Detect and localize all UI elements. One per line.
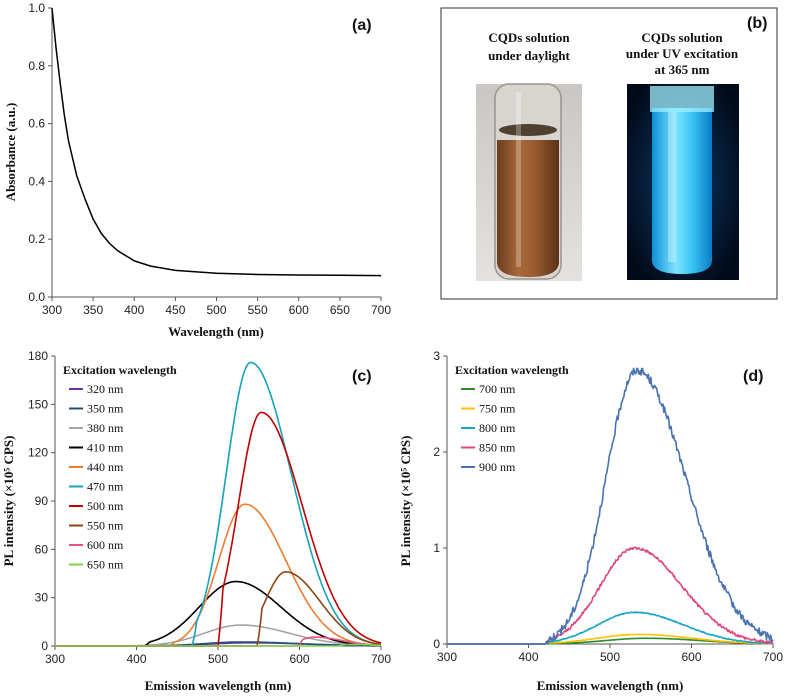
x-tick-label: 450 [165, 303, 185, 317]
y-tick-label: 0.0 [28, 290, 45, 304]
x-tick-label: 600 [289, 652, 309, 666]
left-caption-line-2: under daylight [488, 48, 570, 63]
legend-item-label: 470 nm [87, 480, 124, 494]
y-tick-label: 0.8 [28, 59, 45, 73]
y-tick-label: 0.6 [28, 117, 45, 131]
x-tick-label: 650 [330, 303, 350, 317]
panel-c-pl-chart: 300 400 500 600 700 0 30 60 90 120 150 180 Excitati… [1, 349, 391, 693]
x-tick-label: 600 [681, 650, 701, 664]
y-tick-label: 1.0 [28, 1, 45, 15]
glass-highlight [516, 92, 521, 267]
y-tick-label: 3 [433, 349, 440, 363]
meniscus [499, 124, 557, 136]
x-tick-label: 300 [437, 650, 457, 664]
panel-label: (b) [747, 15, 767, 32]
daylight-vial-photo [476, 83, 582, 281]
y-tick-label: 1 [433, 541, 440, 555]
right-caption-line-2: under UV excitation [626, 46, 739, 61]
x-tick-label: 300 [45, 652, 65, 666]
x-tick-label: 350 [83, 303, 103, 317]
panel-label: (a) [352, 17, 372, 34]
legend-item-label: 440 nm [87, 460, 124, 474]
y-tick-label: 60 [35, 542, 49, 556]
y-tick-label: 0.2 [28, 232, 45, 246]
right-caption-line-1: CQDs solution [641, 30, 723, 45]
uv-vial-photo [627, 84, 739, 280]
series-line-850-nm [447, 546, 774, 645]
panel-label: (c) [352, 368, 372, 385]
x-axis-label: Emission wavelength (nm) [537, 678, 684, 693]
x-tick-label: 500 [208, 652, 228, 666]
x-axis-label: Wavelength (nm) [168, 324, 264, 339]
x-tick-label: 400 [124, 303, 144, 317]
y-axis-label: PL intensity (×10⁵ CPS) [398, 436, 413, 567]
legend-item-label: 550 nm [87, 519, 124, 533]
legend-item-label: 800 nm [479, 421, 516, 435]
series-line-650-nm [55, 643, 381, 647]
y-tick-label: 0 [41, 639, 48, 653]
legend-title: Excitation wavelength [63, 363, 177, 377]
series-line-absorbance [51, 7, 382, 277]
panel-d-pl-chart: 300 400 500 600 700 0 1 2 3 Excitation wavelengt… [398, 349, 783, 693]
glass-highlight [668, 112, 676, 262]
y-tick-label: 180 [28, 349, 48, 363]
legend-title: Excitation wavelength [455, 363, 569, 377]
x-tick-label: 700 [371, 652, 391, 666]
left-caption-line-1: CQDs solution [488, 30, 570, 45]
y-axis-label: PL intensity (×10⁵ CPS) [1, 436, 16, 567]
x-tick-label: 600 [289, 303, 309, 317]
legend-item-label: 320 nm [87, 382, 124, 396]
fluorescent-solution [652, 108, 712, 274]
legend-item-label: 750 nm [479, 402, 516, 416]
panel-b-photo: (b) CQDs solution under daylight CQDs so… [440, 7, 778, 300]
brown-solution [497, 140, 559, 277]
legend-item-label: 850 nm [479, 441, 516, 455]
x-axis-label: Emission wavelength (nm) [145, 678, 292, 693]
panel-a-absorbance-chart: 300 350 400 450 500 550 600 650 700 0.0 0.2 0.4 0.6 0… [3, 1, 391, 339]
legend-item-label: 600 nm [87, 538, 124, 552]
y-tick-label: 0 [433, 637, 440, 651]
fluorescent-meniscus [650, 86, 714, 112]
panel-label: (d) [743, 368, 763, 385]
legend-item-label: 500 nm [87, 499, 124, 513]
x-tick-label: 700 [371, 303, 391, 317]
legend-item-label: 380 nm [87, 421, 124, 435]
y-tick-label: 2 [433, 445, 440, 459]
y-tick-label: 150 [28, 397, 48, 411]
series-line-900-nm [447, 367, 774, 645]
x-tick-label: 300 [42, 303, 62, 317]
legend-item-label: 350 nm [87, 402, 124, 416]
y-tick-label: 120 [28, 446, 48, 460]
y-tick-label: 0.4 [28, 174, 45, 188]
y-tick-label: 90 [35, 494, 49, 508]
legend-item-label: 650 nm [87, 558, 124, 572]
x-tick-label: 500 [600, 650, 620, 664]
x-tick-label: 400 [518, 650, 538, 664]
x-tick-label: 550 [248, 303, 268, 317]
legend-item-label: 900 nm [479, 460, 516, 474]
y-axis-label: Absorbance (a.u.) [3, 103, 18, 202]
right-caption-line-3: at 365 nm [655, 62, 710, 77]
series-line-410-nm [55, 580, 382, 647]
y-tick-label: 30 [35, 591, 49, 605]
legend-item-label: 700 nm [479, 382, 516, 396]
x-tick-label: 400 [126, 652, 146, 666]
legend-item-label: 410 nm [87, 441, 124, 455]
x-tick-label: 500 [206, 303, 226, 317]
x-tick-label: 700 [763, 650, 783, 664]
